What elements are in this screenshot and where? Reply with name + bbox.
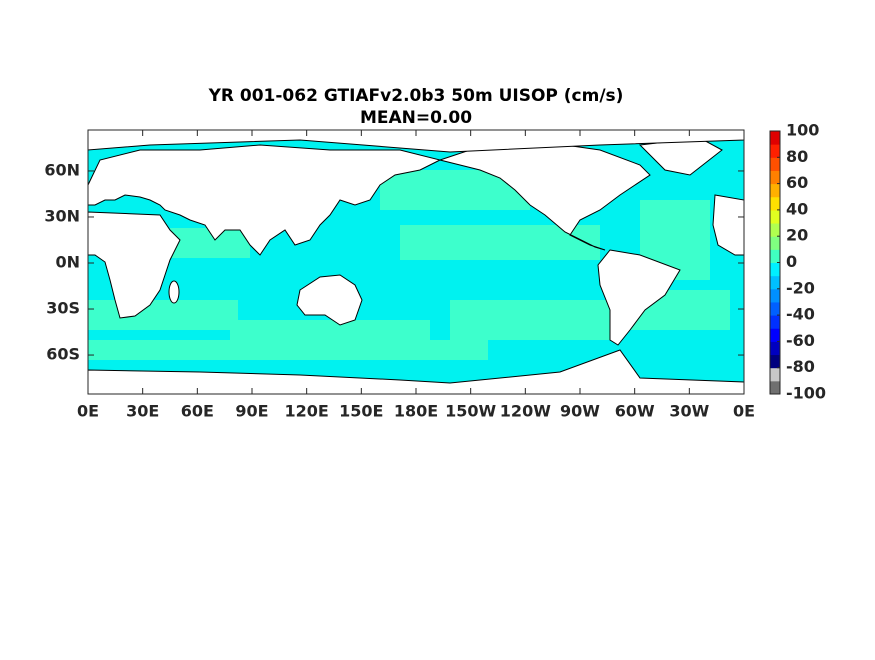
colorbar-segment: [770, 157, 780, 171]
x-tick-label: 30W: [669, 402, 709, 421]
colorbar-segment: [770, 354, 780, 369]
colorbar-segment: [770, 144, 780, 158]
x-tick-label: 180E: [394, 402, 438, 421]
subtitle: MEAN=0.00: [360, 108, 472, 128]
x-tick-label: 60W: [615, 402, 655, 421]
x-tick-label: 0E: [77, 402, 99, 421]
colorbar-segment: [770, 341, 780, 356]
colorbar-segment: [770, 367, 780, 382]
colorbar-segment: [770, 315, 780, 329]
x-tick-label: 150W: [445, 402, 496, 421]
eurasia: [87, 144, 442, 256]
north-america: [438, 139, 651, 251]
colorbar-segment: [770, 328, 780, 342]
colorbar-tick-label: -20: [786, 278, 815, 297]
colorbar-tick-label: 40: [786, 199, 808, 218]
x-tick-label: 90E: [235, 402, 268, 421]
map-area: [87, 129, 745, 395]
colorbar-segment: [770, 236, 780, 250]
y-tick-label: 30N: [44, 206, 80, 225]
madagascar: [168, 280, 180, 304]
colorbar-tick-label: 20: [786, 226, 808, 245]
colorbar-tick-label: -40: [786, 305, 815, 324]
colorbar-tick-label: -100: [786, 384, 826, 403]
south-america: [597, 249, 681, 346]
australia: [296, 274, 363, 326]
y-tick-label: 60S: [46, 345, 80, 364]
colorbar-segment: [770, 288, 780, 303]
x-tick-label: 0E: [733, 402, 755, 421]
colorbar-tick-label: 100: [786, 121, 819, 140]
title: YR 001-062 GTIAFv2.0b3 50m UISOP (cm/s): [208, 86, 624, 106]
x-tick-label: 120E: [285, 402, 329, 421]
colorbar-segment: [770, 380, 780, 395]
y-tick-label: 30S: [46, 299, 80, 318]
x-tick-label: 90W: [560, 402, 600, 421]
colorbar-tick-label: 0: [786, 252, 797, 271]
colorbar-segment: [770, 170, 780, 185]
colorbar-tick-label: -80: [786, 357, 815, 376]
x-tick-label: 120W: [500, 402, 551, 421]
x-tick-label: 150E: [339, 402, 383, 421]
y-tick-label: 0N: [55, 252, 80, 271]
colorbar-segment: [770, 301, 780, 316]
colorbar-segment: [770, 262, 780, 277]
colorbar-segment: [770, 131, 780, 145]
y-tick-label: 60N: [44, 160, 80, 179]
colorbar-tick-label: -60: [786, 331, 815, 350]
colorbar-segment: [770, 275, 780, 290]
x-tick-label: 60E: [181, 402, 214, 421]
africa: [87, 211, 181, 319]
colorbar-segment: [770, 183, 780, 198]
colorbar-segment: [770, 196, 780, 211]
colorbar-segment: [770, 209, 780, 224]
colorbar-segment: [770, 249, 780, 263]
colorbar-tick-label: 60: [786, 173, 808, 192]
x-tick-label: 30E: [126, 402, 159, 421]
colorbar-segment: [770, 223, 780, 237]
colorbar-tick-label: 80: [786, 147, 808, 166]
